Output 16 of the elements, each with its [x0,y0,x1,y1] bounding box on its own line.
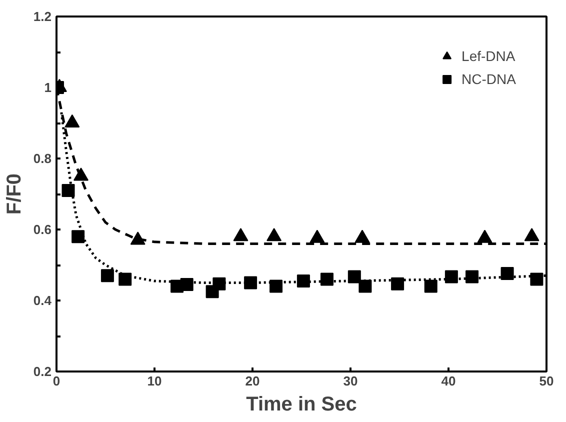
x-axis-title: Time in Sec [246,394,357,416]
y-axis-title: F/F0 [3,173,26,215]
y-tick-label: 0.4 [33,293,52,308]
x-tick-label: 20 [245,374,260,388]
legend-label: NC-DNA [462,71,516,87]
y-tick-label: 0.2 [33,364,52,379]
x-tick-label: 40 [441,374,456,388]
x-tick-label: 30 [343,374,358,388]
x-tick-label: 50 [539,374,554,388]
y-tick-label: 1.2 [33,9,52,24]
y-tick-label: 1 [44,80,52,95]
legend-label: Lef-DNA [462,48,516,64]
y-tick-label: 0.8 [33,151,52,166]
x-tick-label: 0 [52,374,60,388]
y-tick-label: 0.6 [33,222,52,237]
x-tick-label: 10 [147,374,162,388]
